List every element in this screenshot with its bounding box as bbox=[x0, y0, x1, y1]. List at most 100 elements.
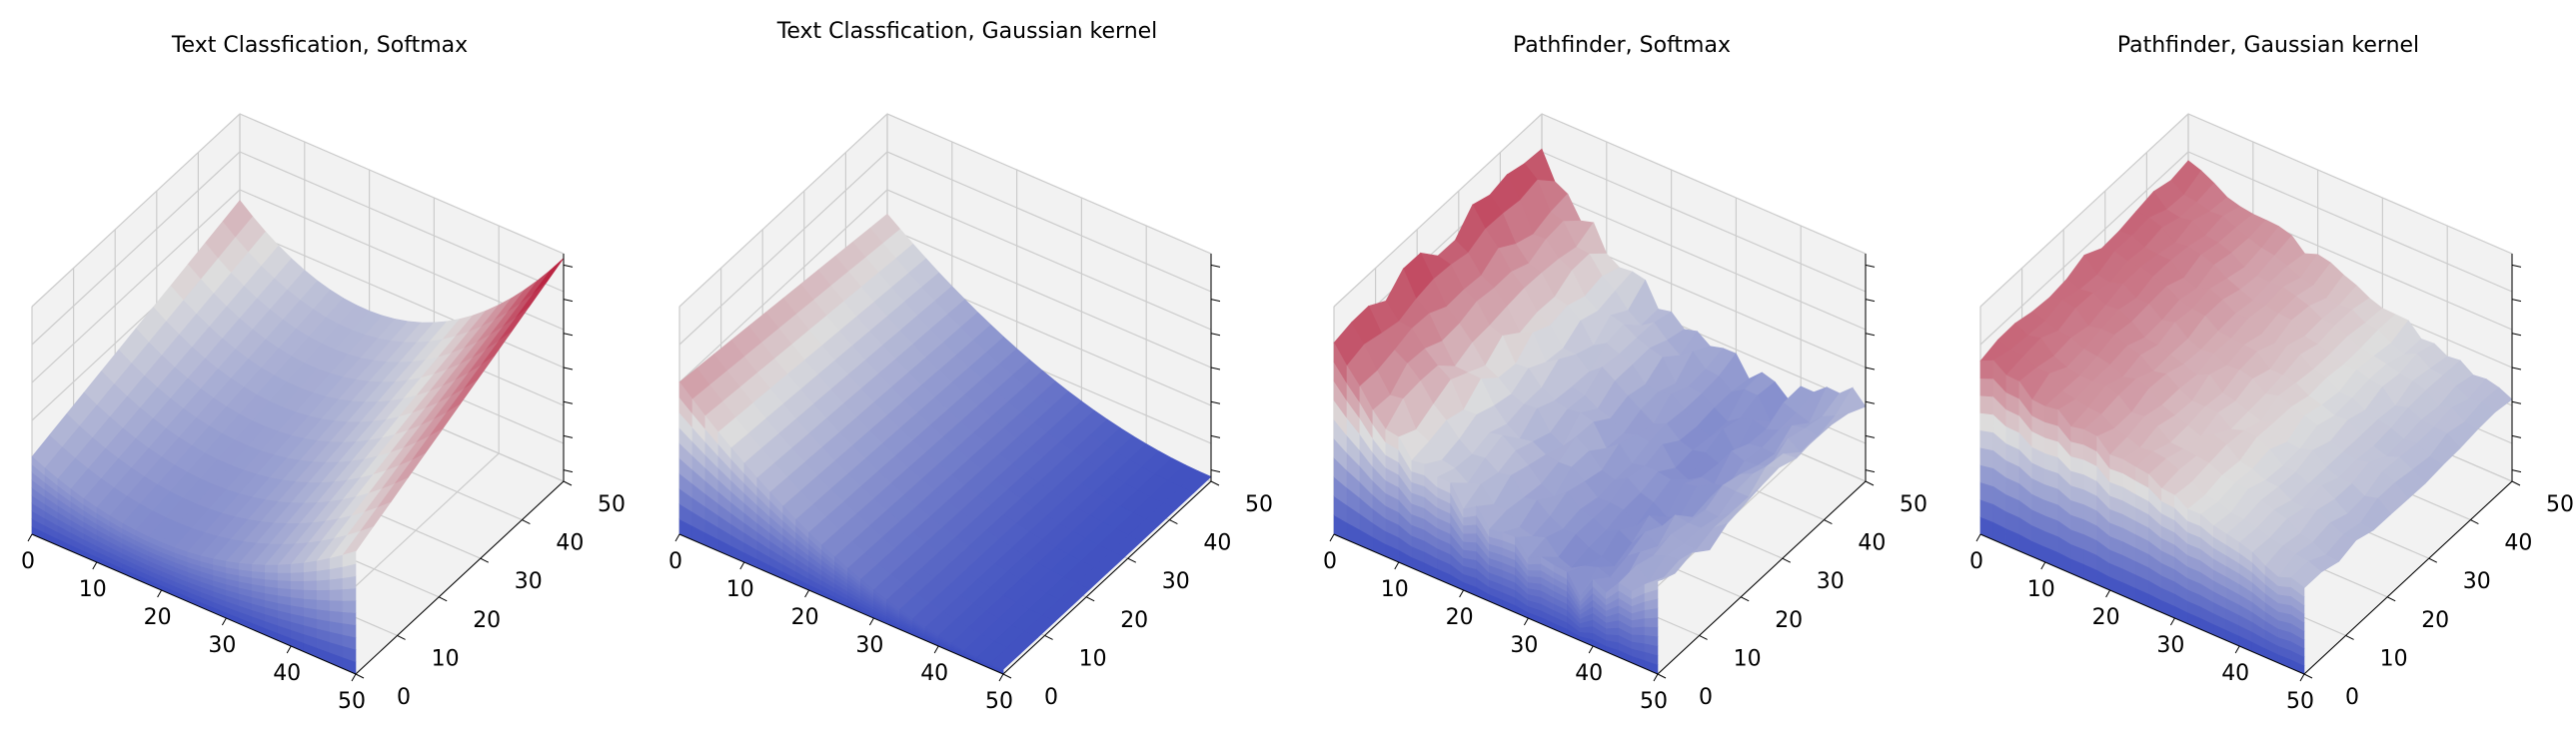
y-tick bbox=[438, 596, 448, 602]
y-tick bbox=[2303, 673, 2313, 679]
y-tick-label: 40 bbox=[1858, 531, 1886, 556]
panel-pathfinder-softmax: 0 10 20 30 40 50 0 10 20 30 40 50 Pathfinder, Softma… bbox=[1323, 33, 1928, 714]
surface-patch bbox=[264, 564, 279, 573]
z-tick bbox=[563, 400, 574, 404]
z-tick bbox=[1865, 264, 1876, 268]
y-tick bbox=[563, 480, 573, 486]
z-tick bbox=[1210, 333, 1221, 337]
z-tick bbox=[563, 264, 574, 268]
surface-patch bbox=[1463, 540, 1477, 552]
surface-patch bbox=[2070, 426, 2084, 445]
x-tick bbox=[1588, 645, 1594, 654]
y-tick bbox=[1657, 673, 1667, 679]
x-tick-label: 0 bbox=[1323, 549, 1337, 574]
z-tick bbox=[1210, 264, 1221, 268]
y-tick bbox=[1740, 596, 1750, 602]
x-tick bbox=[2105, 589, 2111, 598]
y-tick bbox=[397, 634, 406, 640]
y-tick bbox=[1824, 519, 1833, 525]
x-tick-label: 0 bbox=[21, 549, 35, 574]
y-tick-label: 0 bbox=[1044, 685, 1058, 710]
surface-patch bbox=[290, 562, 305, 573]
x-tick-label: 20 bbox=[144, 605, 172, 630]
grid-line bbox=[31, 151, 241, 346]
surface-patch bbox=[342, 587, 357, 601]
x-tick-label: 10 bbox=[1381, 577, 1409, 602]
y-tick bbox=[1210, 480, 1220, 486]
surface-patch bbox=[264, 578, 279, 588]
surface-patch bbox=[329, 610, 344, 624]
surface bbox=[678, 213, 1212, 675]
x-tick-label: 40 bbox=[2221, 661, 2249, 686]
z-tick bbox=[1210, 299, 1221, 303]
surface-patch bbox=[303, 579, 318, 591]
surface bbox=[1333, 148, 1867, 675]
x-tick-label: 40 bbox=[273, 661, 301, 686]
surface-patch bbox=[316, 599, 331, 611]
panel-title: Text Classfication, Gaussian kernel bbox=[776, 19, 1158, 44]
x-tick-label: 20 bbox=[791, 605, 819, 630]
grid-line bbox=[1541, 113, 1867, 255]
y-axis-line bbox=[1657, 480, 1867, 675]
y-tick-label: 20 bbox=[1120, 608, 1148, 633]
grid-line bbox=[678, 189, 888, 383]
x-tick-label: 50 bbox=[338, 689, 366, 714]
surface-patch bbox=[303, 560, 318, 573]
surface-patch bbox=[2277, 585, 2292, 597]
z-tick bbox=[1210, 434, 1221, 438]
x-tick-label: 50 bbox=[985, 689, 1013, 714]
surface-patch bbox=[316, 608, 331, 622]
surface-patch bbox=[342, 611, 357, 626]
surface-patch bbox=[1644, 616, 1659, 628]
grid-line bbox=[678, 151, 888, 346]
x-tick-label: 30 bbox=[1510, 633, 1538, 658]
x-tick bbox=[739, 561, 745, 570]
panel-title: Pathfinder, Gaussian kernel bbox=[2117, 33, 2419, 58]
z-tick bbox=[1865, 434, 1876, 438]
surface-patch bbox=[277, 579, 292, 590]
y-tick-label: 50 bbox=[1245, 492, 1273, 517]
x-tick bbox=[1394, 561, 1400, 570]
grid-line bbox=[886, 113, 1212, 255]
y-tick bbox=[2428, 557, 2438, 563]
surface-patch bbox=[277, 563, 292, 573]
panel-text-classification-gaussian: 0 10 20 30 40 50 0 10 20 30 40 50 Text Classfication… bbox=[668, 19, 1273, 714]
y-tick bbox=[1085, 596, 1095, 602]
y-tick-label: 20 bbox=[2421, 608, 2449, 633]
y-tick-label: 50 bbox=[2546, 492, 2574, 517]
y-tick bbox=[1002, 673, 1012, 679]
grid-line bbox=[1979, 151, 2189, 346]
surface-patch bbox=[1979, 360, 1994, 379]
surface-patch bbox=[2277, 576, 2292, 588]
y-tick bbox=[1127, 557, 1137, 563]
x-tick-label: 50 bbox=[1640, 689, 1668, 714]
y-tick-label: 50 bbox=[598, 492, 626, 517]
y-tick-label: 30 bbox=[2463, 569, 2491, 594]
surface-patch bbox=[303, 598, 318, 610]
x-tick bbox=[286, 645, 292, 654]
grid-line bbox=[31, 113, 241, 308]
x-axis-line bbox=[1979, 533, 2305, 675]
z-tick bbox=[1865, 469, 1876, 473]
y-tick bbox=[2345, 634, 2354, 640]
z-tick bbox=[563, 333, 574, 337]
surface-patch bbox=[1631, 633, 1646, 644]
z-tick bbox=[1865, 367, 1876, 370]
x-tick bbox=[2234, 645, 2240, 654]
surface-patch bbox=[303, 570, 318, 581]
surface-patch bbox=[2044, 405, 2059, 426]
y-tick bbox=[1044, 634, 1053, 640]
surface-patch bbox=[316, 578, 331, 591]
y-tick-label: 20 bbox=[473, 608, 501, 633]
surface-patch bbox=[329, 577, 344, 590]
panel-pathfinder-gaussian: 0 10 20 30 40 50 0 10 20 30 40 50 Pathfinder, Gaussi… bbox=[1969, 33, 2574, 714]
surface-patch bbox=[329, 599, 344, 613]
x-tick bbox=[92, 561, 98, 570]
surface-patch bbox=[342, 550, 357, 567]
surface-patch bbox=[239, 562, 253, 572]
z-tick bbox=[2511, 299, 2522, 303]
surface-patch bbox=[1979, 412, 1994, 433]
y-tick-label: 50 bbox=[1900, 492, 1928, 517]
y-tick-label: 10 bbox=[432, 646, 460, 671]
surface-patch bbox=[1644, 626, 1659, 637]
